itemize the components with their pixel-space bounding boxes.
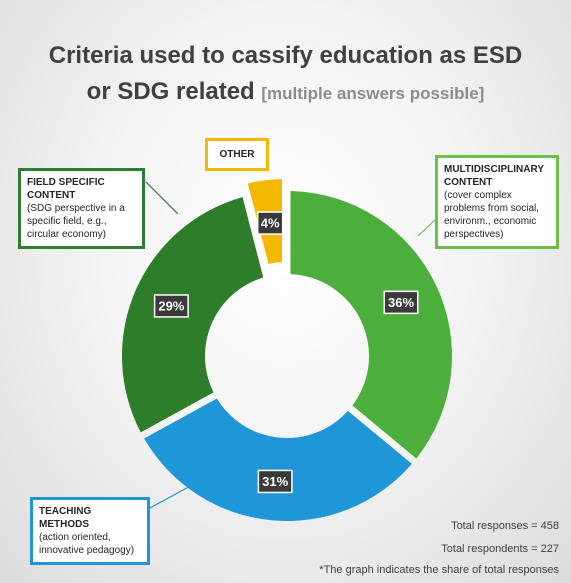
callout-other: OTHER bbox=[205, 138, 269, 171]
callout-multidisciplinary-head: MULTIDISCIPLINARY CONTENT bbox=[444, 164, 544, 188]
callout-connectors bbox=[145, 181, 438, 509]
value-label-teaching-methods: 31% bbox=[257, 469, 293, 494]
callout-other-head: OTHER bbox=[219, 149, 255, 160]
title-note: [multiple answers possible] bbox=[261, 84, 485, 103]
slices bbox=[122, 179, 453, 521]
value-label-box bbox=[383, 290, 419, 315]
footnote: *The graph indicates the share of total … bbox=[319, 564, 559, 576]
chart-title: Criteria used to cassify education as ES… bbox=[0, 38, 571, 112]
connector-teaching-methods bbox=[149, 477, 206, 509]
value-label-text: 36% bbox=[388, 295, 414, 310]
callout-field-specific-head: FIELD SPECIFIC CONTENT bbox=[27, 177, 105, 201]
value-labels: 36% 31% 29% 4% bbox=[153, 211, 419, 494]
title-line-2: or SDG related [multiple answers possibl… bbox=[0, 74, 571, 112]
callout-field-specific: FIELD SPECIFIC CONTENT (SDG perspective … bbox=[18, 168, 145, 249]
value-label-text: 29% bbox=[158, 298, 184, 313]
connector-multidisciplinary bbox=[417, 217, 438, 237]
slice-teaching-methods bbox=[144, 398, 412, 521]
title-line-1: Criteria used to cassify education as ES… bbox=[48, 42, 523, 69]
callout-teaching-methods-desc: (action oriented, innovative pedagogy) bbox=[39, 532, 135, 556]
value-label-other: 4% bbox=[256, 211, 284, 235]
total-respondents: Total respondents = 227 bbox=[441, 543, 559, 555]
callout-multidisciplinary-desc: (cover complex problems from social, env… bbox=[444, 190, 540, 240]
value-label-box bbox=[257, 469, 293, 494]
value-label-text: 31% bbox=[262, 474, 288, 489]
value-label-multidisciplinary: 36% bbox=[383, 290, 419, 315]
value-label-box bbox=[153, 294, 189, 318]
slice-multidisciplinary bbox=[290, 191, 453, 459]
value-label-box bbox=[256, 211, 284, 235]
slice-field-specific bbox=[122, 197, 264, 433]
callout-teaching-methods: TEACHING METHODS (action oriented, innov… bbox=[30, 497, 150, 565]
connector-field-specific bbox=[145, 181, 179, 215]
callout-field-specific-desc: (SDG perspective in a specific field, e.… bbox=[27, 203, 125, 240]
total-responses: Total responses = 458 bbox=[451, 520, 559, 532]
callout-multidisciplinary: MULTIDISCIPLINARY CONTENT (cover complex… bbox=[435, 155, 559, 249]
callout-teaching-methods-head: TEACHING METHODS bbox=[39, 506, 92, 530]
title-line-2-text: or SDG related bbox=[86, 78, 255, 105]
value-label-field-specific: 29% bbox=[153, 294, 189, 318]
value-label-text: 4% bbox=[261, 216, 280, 231]
